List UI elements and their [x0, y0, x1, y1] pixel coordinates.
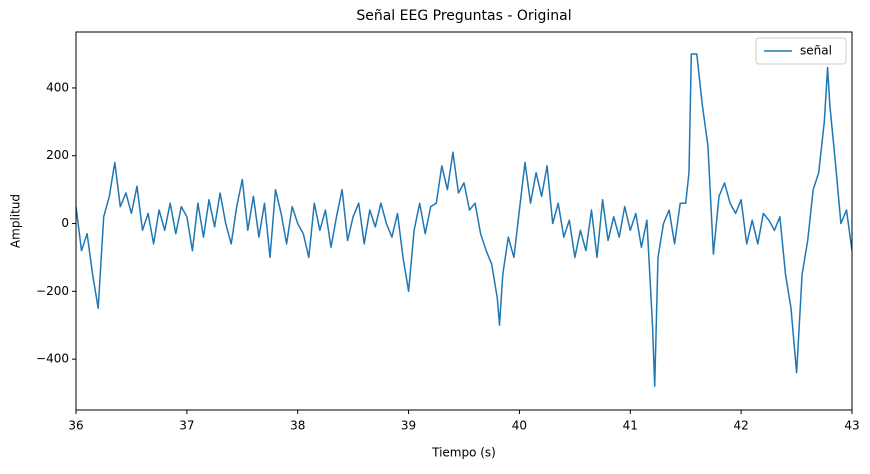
legend-label: señal: [800, 44, 832, 58]
y-axis-label: Amplitud: [9, 194, 23, 248]
chart-title: Señal EEG Preguntas - Original: [356, 8, 571, 24]
y-tick-label: −200: [36, 284, 69, 298]
y-tick-label: 400: [46, 80, 69, 94]
series-line: [76, 53, 852, 388]
x-tick-label: 40: [512, 419, 527, 433]
x-tick-label: 41: [623, 419, 638, 433]
x-tick-label: 36: [68, 419, 83, 433]
y-tick-label: 0: [61, 216, 69, 230]
plot-frame: [75, 31, 853, 411]
legend-box: [755, 37, 847, 65]
x-axis-label: Tiempo (s): [431, 446, 496, 460]
x-tick-label: 42: [734, 419, 749, 433]
x-tick-label: 43: [844, 419, 859, 433]
y-tick-label: −400: [36, 352, 69, 366]
x-tick-label: 39: [401, 419, 416, 433]
x-tick-label: 37: [179, 419, 194, 433]
x-tick-label: 38: [290, 419, 305, 433]
y-tick-label: 200: [46, 148, 69, 162]
